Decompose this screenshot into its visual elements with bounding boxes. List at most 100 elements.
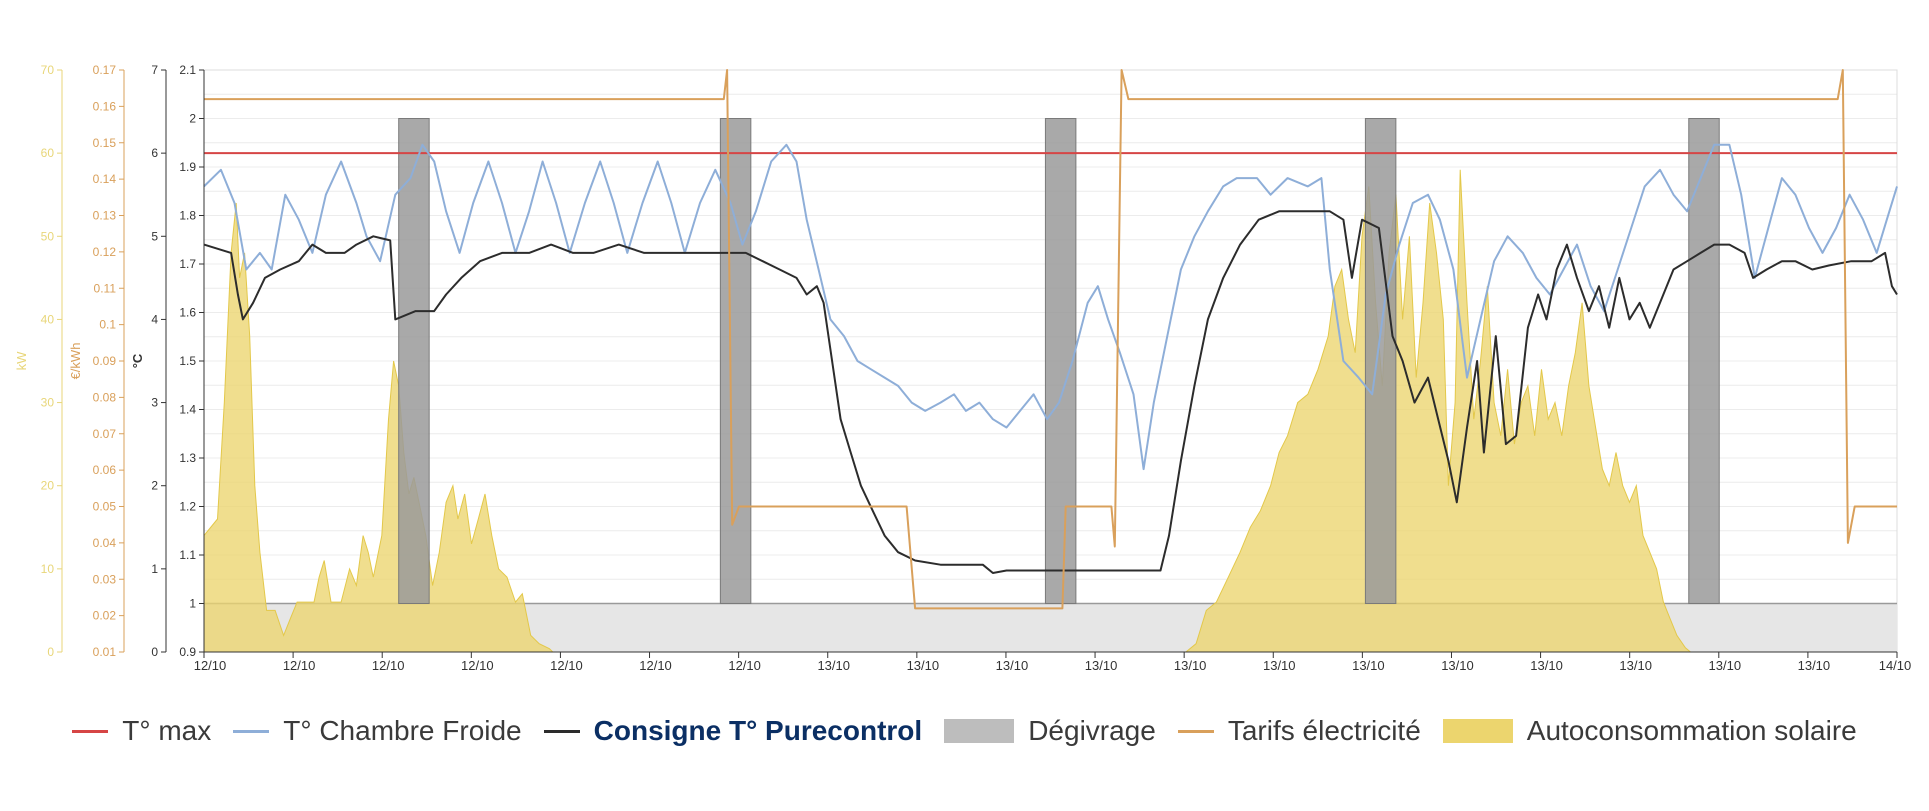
- y-tick-label: 0.15: [93, 136, 117, 150]
- y-axis-label: €/kWh: [68, 343, 83, 380]
- legend-item[interactable]: T° Chambre Froide: [233, 715, 522, 747]
- axes: 010203040506070kW0.010.020.030.040.050.0…: [14, 63, 205, 659]
- y-tick-label: 0.08: [93, 390, 117, 404]
- legend-swatch: [1177, 729, 1214, 733]
- y-tick-label: 1.8: [179, 209, 196, 223]
- x-tick-label: 13/10: [1085, 658, 1118, 673]
- y-tick-label: 1.6: [179, 306, 196, 320]
- y-tick-label: 4: [151, 312, 158, 326]
- x-tick-label: 13/10: [1174, 658, 1207, 673]
- y-tick-label: 3: [151, 396, 158, 410]
- legend-item[interactable]: Consigne T° Purecontrol: [543, 715, 923, 747]
- y-tick-label: 6: [151, 146, 158, 160]
- y-tick-label: 10: [41, 562, 55, 576]
- series-line: [203, 143, 1898, 471]
- x-axis-ticks: 12/10 12/10 12/10 12/10 12/10 12/10 12/10 13/10…: [194, 651, 1912, 673]
- y-tick-label: 0.9: [179, 645, 196, 659]
- y-tick-label: 0.12: [93, 245, 117, 259]
- chart: 010203040506070kW0.010.020.030.040.050.0…: [14, 63, 1912, 673]
- y-tick-label: 7: [151, 63, 158, 77]
- y-tick-label: 40: [41, 312, 55, 326]
- legend-label: Tarifs électricité: [1227, 715, 1421, 746]
- y-axis-label: °C: [130, 353, 145, 368]
- y-tick-label: 1: [151, 562, 158, 576]
- y-tick-label: 0.1: [99, 318, 116, 332]
- y-tick-label: 0: [151, 645, 158, 659]
- y-tick-label: 1.3: [179, 451, 196, 465]
- y-tick-label: 0.17: [93, 63, 117, 77]
- y-tick-label: 50: [41, 229, 55, 243]
- legend-label: Dégivrage: [1028, 715, 1156, 746]
- x-tick-label: 13/10: [817, 658, 850, 673]
- y-tick-label: 0.13: [93, 209, 117, 223]
- defrost-band: [1044, 118, 1077, 604]
- legend-item[interactable]: Autoconsommation solaire: [1442, 715, 1857, 747]
- y-tick-label: 20: [41, 479, 55, 493]
- y-tick-label: 0.09: [93, 354, 117, 368]
- y-tick-label: 0.05: [93, 500, 117, 514]
- series-lines: [203, 69, 1898, 610]
- legend-label: Autoconsommation solaire: [1526, 715, 1857, 746]
- legend-item[interactable]: Dégivrage: [944, 715, 1156, 747]
- x-tick-label: 12/10: [639, 658, 672, 673]
- x-tick-label: 13/10: [907, 658, 940, 673]
- x-tick-label: 13/10: [1530, 658, 1563, 673]
- y-tick-label: 0.14: [93, 172, 117, 186]
- y-tick-label: 1.2: [179, 500, 196, 514]
- legend-label: T° max: [122, 715, 212, 746]
- y-tick-label: 60: [41, 146, 55, 160]
- series-line: [204, 69, 1897, 610]
- legend-item[interactable]: Tarifs électricité: [1177, 715, 1421, 747]
- defrost-band: [1688, 118, 1720, 604]
- x-tick-label: 13/10: [996, 658, 1029, 673]
- y-tick-label: 0.01: [93, 645, 117, 659]
- y-tick-label: 30: [41, 396, 55, 410]
- y-tick-label: 0.02: [93, 609, 117, 623]
- x-tick-label: 12/10: [461, 658, 494, 673]
- x-tick-label: 14/10: [1879, 658, 1912, 673]
- x-tick-label: 13/10: [1619, 658, 1652, 673]
- legend-label: T° Chambre Froide: [283, 715, 522, 746]
- y-axis-label: kW: [14, 351, 29, 371]
- y-tick-label: 1: [189, 597, 196, 611]
- y-tick-label: 1.7: [179, 257, 196, 271]
- y-tick-label: 2: [151, 479, 158, 493]
- x-tick-label: 13/10: [1798, 658, 1831, 673]
- y-tick-label: 0.03: [93, 572, 117, 586]
- x-tick-label: 13/10: [1352, 658, 1385, 673]
- x-tick-label: 13/10: [1263, 658, 1296, 673]
- legend-swatch: [233, 729, 270, 733]
- y-tick-label: 2: [189, 112, 196, 126]
- y-tick-label: 0: [47, 645, 54, 659]
- legend: T° max T° Chambre Froide Consigne T° Purec…: [0, 706, 1929, 756]
- legend-label: Consigne T° Purecontrol: [593, 715, 923, 746]
- y-tick-label: 0.04: [93, 536, 117, 550]
- defrost-band: [719, 118, 752, 604]
- legend-swatch: [1442, 719, 1513, 743]
- legend-item[interactable]: T° max: [72, 715, 211, 747]
- y-tick-label: 1.5: [179, 354, 196, 368]
- x-tick-label: 12/10: [728, 658, 761, 673]
- y-tick-label: 1.4: [179, 403, 196, 417]
- y-tick-label: 0.07: [93, 427, 117, 441]
- y-tick-label: 5: [151, 229, 158, 243]
- y-tick-label: 70: [41, 63, 55, 77]
- defrost-bands: [398, 118, 1720, 604]
- y-tick-label: 0.16: [93, 99, 117, 113]
- x-tick-label: 12/10: [194, 658, 227, 673]
- solar-area: [203, 169, 1897, 653]
- y-tick-label: 1.1: [179, 548, 196, 562]
- defrost-band: [398, 118, 430, 604]
- solar-area-layer: [203, 169, 1897, 653]
- defrost-band: [1364, 118, 1397, 604]
- x-tick-label: 12/10: [550, 658, 583, 673]
- legend-swatch: [944, 719, 1015, 743]
- x-tick-label: 12/10: [283, 658, 316, 673]
- y-tick-label: 1.9: [179, 160, 196, 174]
- legend-swatch: [543, 729, 580, 733]
- y-tick-label: 0.06: [93, 463, 117, 477]
- x-tick-label: 13/10: [1709, 658, 1742, 673]
- x-tick-label: 13/10: [1441, 658, 1474, 673]
- y-tick-label: 2.1: [179, 63, 196, 77]
- y-tick-label: 0.11: [94, 281, 117, 295]
